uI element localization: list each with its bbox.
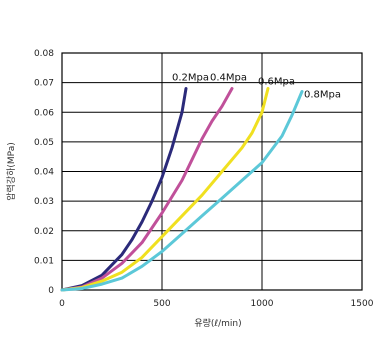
series-label: 0.2Mpa: [172, 73, 209, 84]
series-group: [60, 87, 304, 292]
y-tick-label: 0.06: [34, 108, 54, 118]
series-label: 0.8Mpa: [304, 90, 341, 101]
y-tick-labels: 0 0.01 0.02 0.03 0.04 0.05 0.06 0.07 0.08: [34, 49, 54, 296]
y-tick-label: 0.02: [34, 227, 54, 237]
series-label: 0.4Mpa: [210, 73, 247, 84]
y-tick-label: 0.05: [34, 138, 54, 148]
y-tick-label: 0.03: [34, 197, 54, 207]
x-tick-label: 1000: [251, 299, 274, 309]
y-axis-label: 압력강하(MPa): [5, 142, 17, 200]
x-tick-label: 0: [59, 299, 65, 309]
y-tick-label: 0.01: [34, 256, 54, 266]
plot-frame: [61, 52, 363, 291]
y-tick-label: 0.07: [34, 79, 54, 89]
series-line: [60, 87, 234, 292]
series-line: [60, 87, 188, 292]
series-label: 0.6Mpa: [258, 77, 295, 88]
x-tick-label: 1500: [351, 299, 374, 309]
x-tick-labels: 0 500 1000 1500: [59, 299, 374, 309]
series-line: [60, 90, 304, 292]
y-tick-label: 0.08: [34, 49, 54, 59]
series-labels: 0.2Mpa 0.4Mpa 0.6Mpa 0.8Mpa: [172, 73, 341, 101]
x-tick-label: 500: [153, 299, 170, 309]
axes: [61, 52, 363, 291]
series-line: [60, 87, 270, 292]
y-tick-label: 0.04: [34, 168, 54, 178]
x-axis-label: 유량(ℓ/min): [194, 317, 241, 329]
y-tick-label: 0: [48, 286, 54, 296]
